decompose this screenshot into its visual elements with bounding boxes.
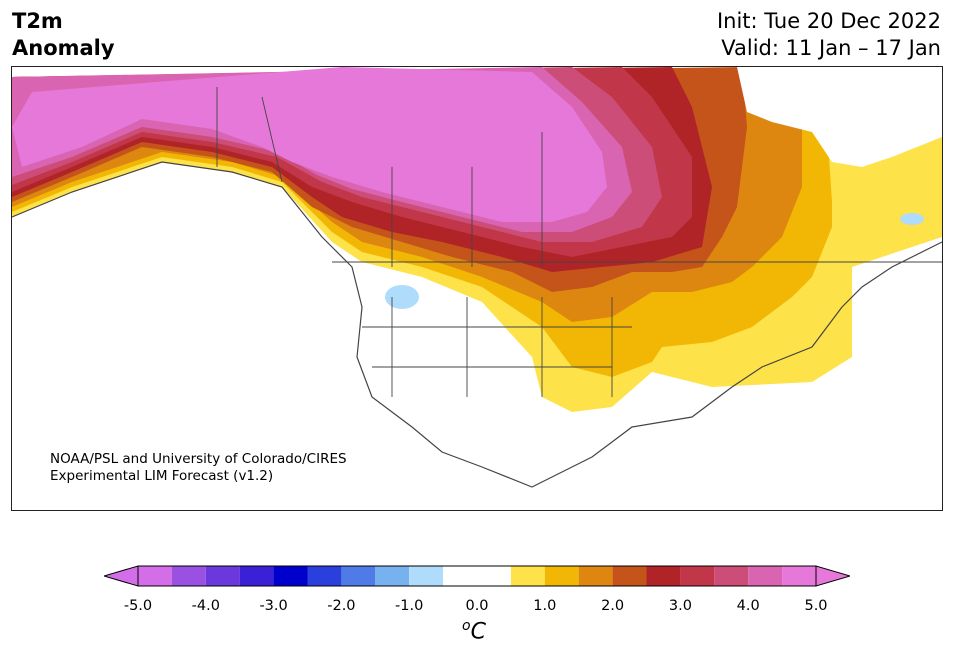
colorbar-cell [443, 566, 511, 586]
colorbar-cell [578, 566, 613, 586]
colorbar-cell [273, 566, 308, 586]
coastline [12, 161, 942, 488]
colorbar-cell [714, 566, 749, 586]
colorbar-tick-label: 1.0 [533, 598, 557, 614]
forecast-dates: Init: Tue 20 Dec 2022 Valid: 11 Jan – 17… [717, 8, 941, 62]
colorbar-tick-label: 4.0 [736, 598, 760, 614]
colorbar-tick-label: -2.0 [327, 598, 356, 614]
credit-line-1: NOAA/PSL and University of Colorado/CIRE… [50, 451, 347, 467]
credit-line-2: Experimental LIM Forecast (v1.2) [50, 468, 274, 484]
colorbar-tick-label: 0.0 [465, 598, 489, 614]
colorbar-cell [205, 566, 240, 586]
atlantic-area [852, 237, 942, 510]
colorbar-tick-label: -3.0 [259, 598, 288, 614]
colorbar-tick-label: -5.0 [123, 598, 153, 614]
colorbar-cell [680, 566, 715, 586]
colorbar [104, 565, 850, 587]
colorbar-cell [612, 566, 647, 586]
map-panel: NOAA/PSL and University of Colorado/CIRE… [11, 66, 943, 511]
anomaly-map [12, 67, 942, 510]
colorbar-cell [409, 566, 444, 586]
colorbar-cell [748, 566, 783, 586]
boundaries [216, 87, 942, 397]
unit-celsius: C [470, 619, 486, 645]
colorbar-cells [138, 566, 816, 586]
colorbar-cell [341, 566, 376, 586]
colorbar-tick-label: 3.0 [668, 598, 692, 614]
colorbar-cell [375, 566, 410, 586]
colorbar-cell [782, 566, 816, 586]
unit-degree: o [462, 618, 471, 634]
init-date: Init: Tue 20 Dec 2022 [716, 9, 941, 33]
colorbar-unit: oC [462, 618, 486, 644]
colorbar-tick-label: -4.0 [191, 598, 220, 614]
hudson-bay-area [737, 67, 942, 167]
colorbar-cell [646, 566, 681, 586]
colorbar-cell [239, 566, 274, 586]
colorbar-cell [171, 566, 206, 586]
colorbar-cell [544, 566, 579, 586]
colorbar-min-arrow [104, 565, 139, 587]
cold-spot-northwest [385, 285, 419, 309]
colorbar-tick-label: 5.0 [804, 598, 828, 614]
colorbar-tick-label: -1.0 [395, 598, 424, 614]
credit-text: NOAA/PSL and University of Colorado/CIRE… [50, 451, 347, 485]
colorbar-cell [510, 566, 545, 586]
colorbar-tick-label: 2.0 [601, 598, 625, 614]
colorbar-cell [307, 566, 342, 586]
colorbar-frame [137, 565, 817, 587]
colorbar-cell [138, 566, 172, 586]
map-title: T2m Anomaly [12, 8, 115, 62]
colorbar-max-arrow [815, 565, 850, 587]
title-variable: T2m [12, 9, 63, 33]
cold-spot-northeast [900, 213, 924, 225]
valid-range: Valid: 11 Jan – 17 Jan [721, 36, 941, 60]
anomaly-band-4.5 [12, 67, 607, 222]
title-anomaly: Anomaly [12, 36, 115, 60]
